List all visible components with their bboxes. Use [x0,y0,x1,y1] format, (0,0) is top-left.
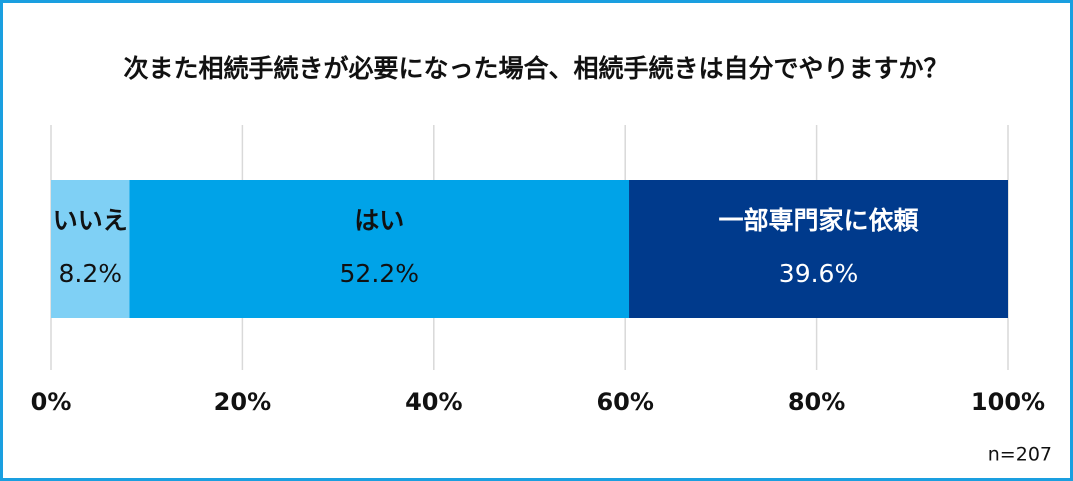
x-tick-label: 100% [971,388,1045,416]
x-tick-label: 60% [596,388,653,416]
segment-name: いいえ [53,206,128,235]
bar-segment [51,180,130,318]
chart-title: 次また相続手続きが必要になった場合、相続手続きは自分でやりますか？ [123,54,948,83]
x-tick-label: 80% [788,388,845,416]
segment-name: 一部専門家に依頼 [719,206,920,235]
x-tick-label: 20% [214,388,271,416]
value-label: 52.2% [340,259,419,288]
sample-size: n=207 [988,444,1052,466]
x-tick-label: 0% [31,388,72,416]
value-label: 39.6% [779,259,858,288]
value-label: 8.2% [58,259,122,288]
segment-name: はい [354,206,404,235]
bar-segment [129,180,630,318]
x-tick-label: 40% [405,388,462,416]
bar-segment [629,180,1008,318]
